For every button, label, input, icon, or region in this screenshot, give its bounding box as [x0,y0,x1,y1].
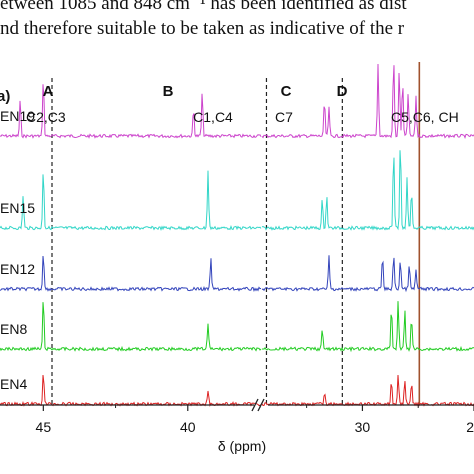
x-tick-label-25: 25 [466,419,474,435]
x-tick-label-30: 30 [355,419,371,435]
series-label-en8: EN8 [0,321,27,337]
series-label-en12: EN12 [0,261,35,277]
region-assignment-c: C7 [275,109,293,125]
region-assignment-b: C1,C4 [193,109,233,125]
series-label-en4: EN4 [0,376,27,392]
axis-break-mark-2 [257,398,265,412]
spectrum-en4 [0,374,474,408]
spectra-series [0,63,474,408]
region-guides [51,62,421,405]
panel-label: a) [0,88,10,105]
region-assignment-d: C5,C6, CH [391,109,459,125]
x-tick-label-40: 40 [180,419,196,435]
region-letter-d: D [337,83,348,100]
region-letter-b: B [163,83,174,100]
chart-labels: EN19 EN15 EN12 EN8 EN4 a) A C2,C3 B C1,C4 C C7 D C5,C… [0,83,459,392]
series-label-en19: EN19 [0,108,35,124]
spectrum-en19 [0,63,474,140]
spectrum-en8 [0,301,474,353]
region-assignment-a: C2,C3 [26,109,66,125]
spectrum-en12 [0,255,474,293]
axis-break-mark-1 [251,398,259,412]
x-axis: 45 40 30 25 δ (ppm) [0,398,474,454]
region-letter-a: A [43,83,54,100]
x-axis-title: δ (ppm) [218,438,266,454]
spectrum-en15 [0,150,474,231]
x-tick-label-45: 45 [36,419,52,435]
region-letter-c: C [281,83,292,100]
body-text-line-1: etween 1085 and 848 cm⁻¹ has been identi… [0,0,407,14]
series-label-en15: EN15 [0,200,35,216]
body-text-line-2: nd therefore suitable to be taken as ind… [0,18,405,39]
